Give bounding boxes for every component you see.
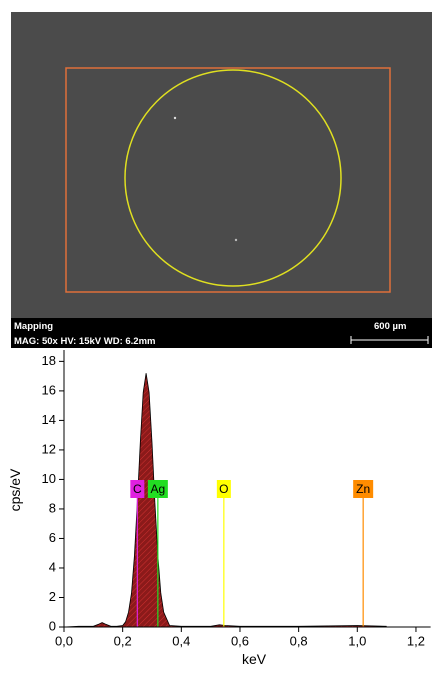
- element-label: C: [133, 482, 142, 496]
- y-tick-label: 18: [42, 353, 56, 368]
- x-axis-label: keV: [242, 651, 267, 667]
- y-tick-label: 2: [49, 589, 56, 604]
- y-tick-label: 16: [42, 382, 56, 397]
- y-axis-label: cps/eV: [7, 468, 23, 511]
- spectrum-area: [64, 373, 387, 627]
- scale-label: 600 µm: [374, 321, 406, 332]
- figure: Mapping MAG: 50x HV: 15kV WD: 6.2mm 600 …: [0, 0, 433, 672]
- x-tick-label: 0,8: [290, 633, 308, 648]
- spectrum-hatch: [64, 373, 387, 627]
- x-tick-label: 0,6: [231, 633, 249, 648]
- mode-label: Mapping: [14, 321, 53, 332]
- y-tick-label: 10: [42, 471, 56, 486]
- x-tick-label: 0,4: [172, 633, 190, 648]
- element-label: Ag: [151, 482, 166, 496]
- particle: [235, 239, 237, 241]
- y-tick-label: 0: [49, 618, 56, 633]
- element-label: Zn: [356, 482, 370, 496]
- x-tick-label: 1,2: [407, 633, 425, 648]
- page: {"image": {"mode": "Mapping", "info": "M…: [0, 0, 433, 677]
- y-tick-label: 14: [42, 412, 56, 427]
- info-label: MAG: 50x HV: 15kV WD: 6.2mm: [14, 336, 156, 347]
- y-tick-label: 4: [49, 559, 56, 574]
- x-tick-label: 1,0: [348, 633, 366, 648]
- spectrum-line: [64, 373, 387, 627]
- y-tick-label: 6: [49, 530, 56, 545]
- y-tick-label: 12: [42, 441, 56, 456]
- x-tick-label: 0,0: [55, 633, 73, 648]
- element-label: O: [219, 482, 228, 496]
- particle: [174, 117, 176, 119]
- sem-image: [11, 12, 432, 318]
- x-tick-label: 0,2: [114, 633, 132, 648]
- y-tick-label: 8: [49, 500, 56, 515]
